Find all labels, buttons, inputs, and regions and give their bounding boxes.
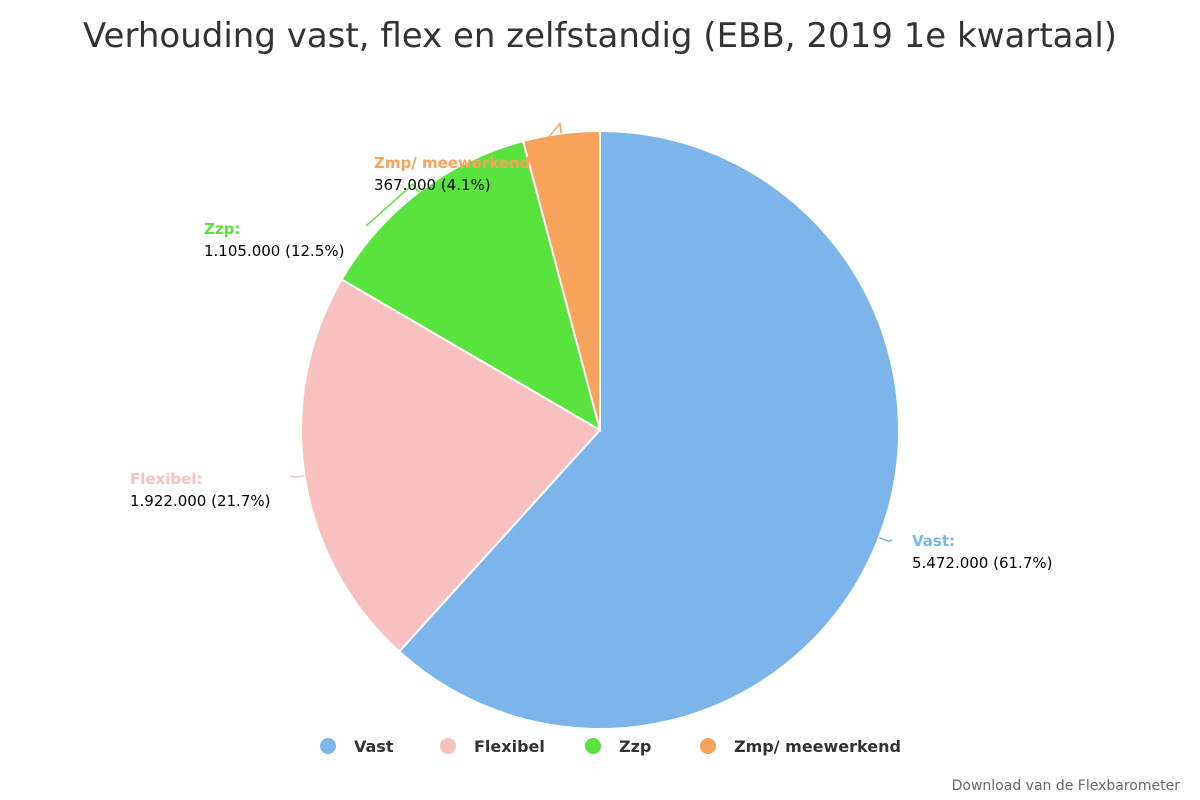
data-label-value: 5.472.000 (61.7%) <box>912 554 1052 572</box>
data-label-name: Zmp/ meewerkend: <box>374 154 537 172</box>
data-labels: Vast: 5.472.000 (61.7%) Flexibel: 1.922.000… <box>130 154 1052 572</box>
legend-item-zzp[interactable]: Zzp <box>585 737 651 756</box>
credit-link[interactable]: Download van de Flexbarometer <box>952 778 1181 794</box>
legend: Vast Flexibel Zzp Zmp/ meewerkend <box>320 737 901 756</box>
legend-symbol <box>700 738 716 754</box>
data-label-name: Vast: <box>912 532 955 550</box>
pie-slices <box>300 129 900 730</box>
legend-label: Zzp <box>619 737 651 756</box>
data-label-name: Flexibel: <box>130 470 202 488</box>
pie-slice-zzp[interactable] <box>340 139 602 433</box>
chart-title: Verhouding vast, flex en zelfstandig (EB… <box>83 16 1117 56</box>
data-label-value: 1.922.000 (21.7%) <box>130 492 270 510</box>
pie-slice-vast[interactable] <box>397 129 900 730</box>
legend-symbol <box>440 738 456 754</box>
connector-0 <box>878 536 893 543</box>
legend-item-vast[interactable]: Vast <box>320 737 394 756</box>
pie-slice-flexibel[interactable] <box>300 278 602 653</box>
data-label-name: Zzp: <box>204 220 240 238</box>
legend-item-zmp-meewerkend[interactable]: Zmp/ meewerkend <box>700 737 901 756</box>
connector-2 <box>365 183 420 227</box>
legend-label: Zmp/ meewerkend <box>734 737 901 756</box>
legend-symbol <box>320 738 336 754</box>
legend-item-flexibel[interactable]: Flexibel <box>440 737 545 756</box>
legend-label: Flexibel <box>474 737 545 756</box>
connector-3 <box>527 121 562 163</box>
legend-symbol <box>585 738 601 754</box>
data-label-value: 367.000 (4.1%) <box>374 176 491 194</box>
label-connectors <box>289 121 893 543</box>
data-label-value: 1.105.000 (12.5%) <box>204 242 344 260</box>
connector-1 <box>289 474 305 478</box>
legend-label: Vast <box>354 737 394 756</box>
